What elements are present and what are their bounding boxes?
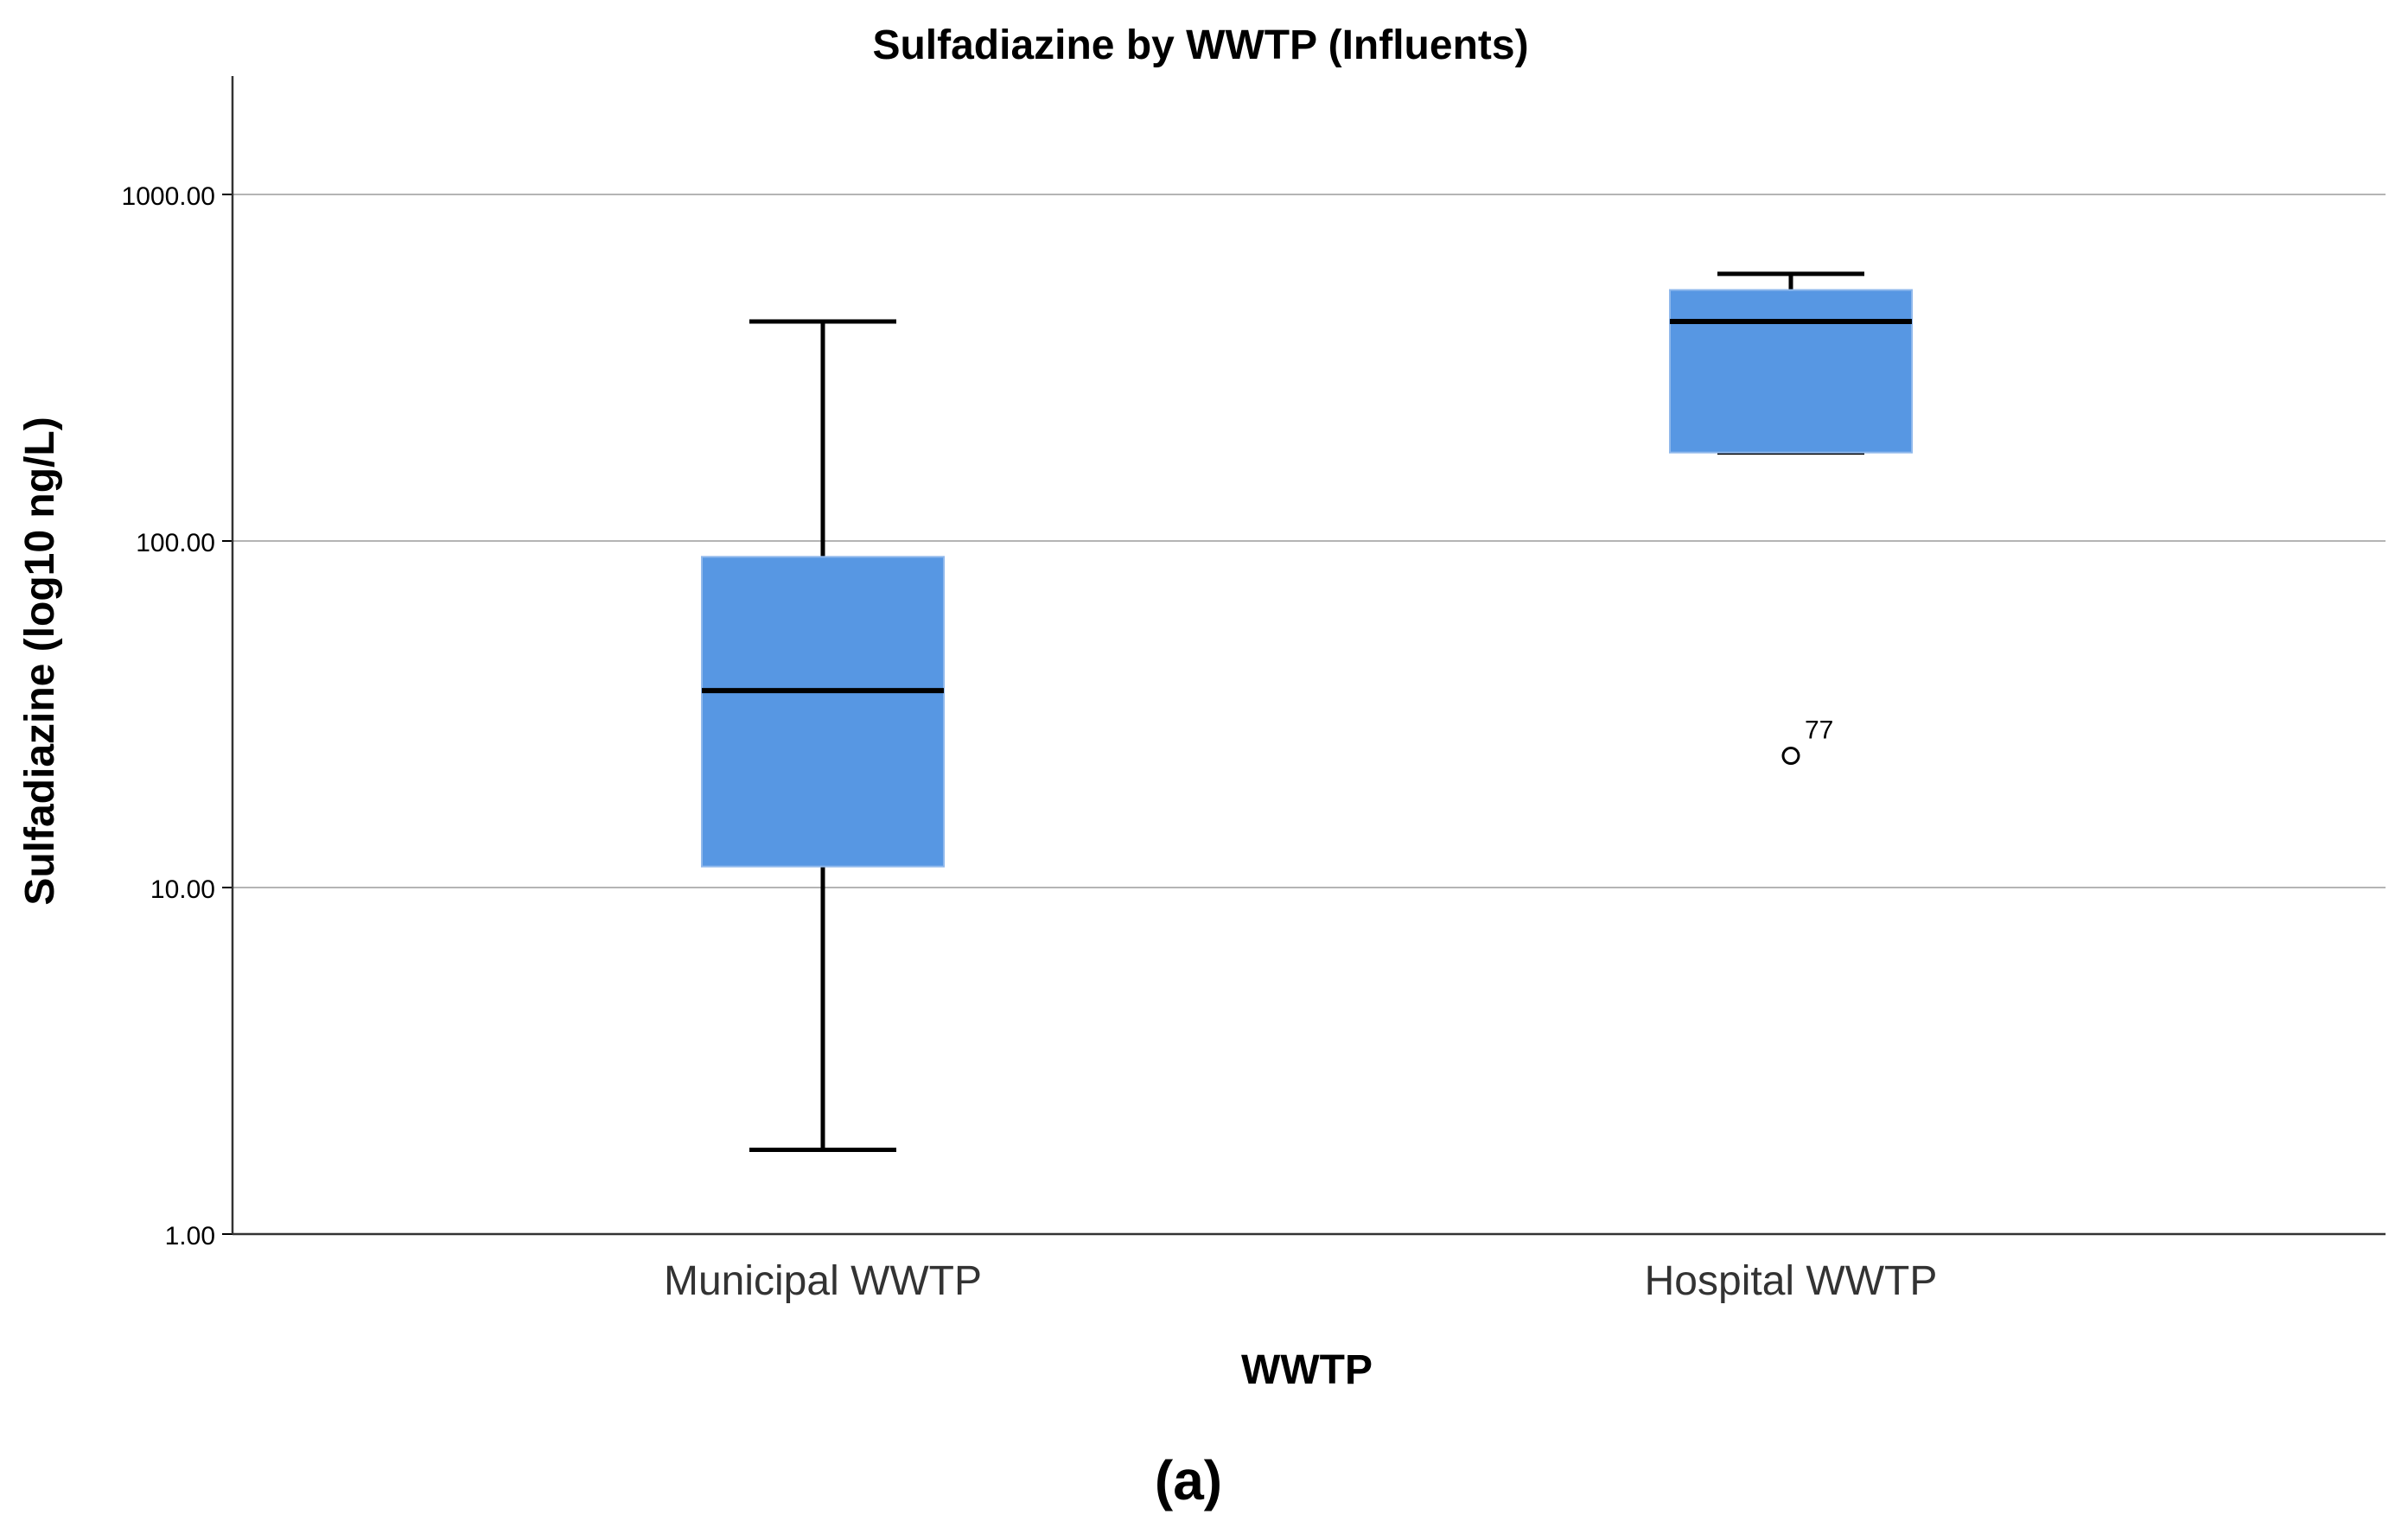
gridlines: [233, 194, 2386, 888]
axes: 1.00 10.00 100.00 1000.00 Municipal WWTP Hosp…: [122, 76, 2386, 1304]
x-axis-title: WWTP: [1241, 1347, 1373, 1393]
x-tick-label: Municipal WWTP: [664, 1258, 982, 1304]
y-tick-label: 1000.00: [122, 182, 215, 211]
iqr-box: [701, 556, 945, 868]
box-group: 77: [1669, 271, 1913, 766]
y-axis-title: Sulfadiazine (log10 ng/L): [17, 417, 63, 905]
y-tick-label: 100.00: [136, 529, 215, 557]
box-group: [701, 319, 945, 1153]
y-tick-label: 1.00: [165, 1222, 215, 1250]
outlier-label: 77: [1805, 716, 1833, 745]
figure-caption: (a): [1155, 1449, 1222, 1511]
chart-title: Sulfadiazine by WWTP (Influents): [872, 22, 1528, 68]
y-tick-label: 10.00: [150, 875, 215, 904]
boxes: 77: [701, 271, 1913, 1153]
iqr-box: [1669, 289, 1913, 454]
x-tick-label: Hospital WWTP: [1645, 1258, 1938, 1304]
outlier-point: [1781, 747, 1800, 766]
